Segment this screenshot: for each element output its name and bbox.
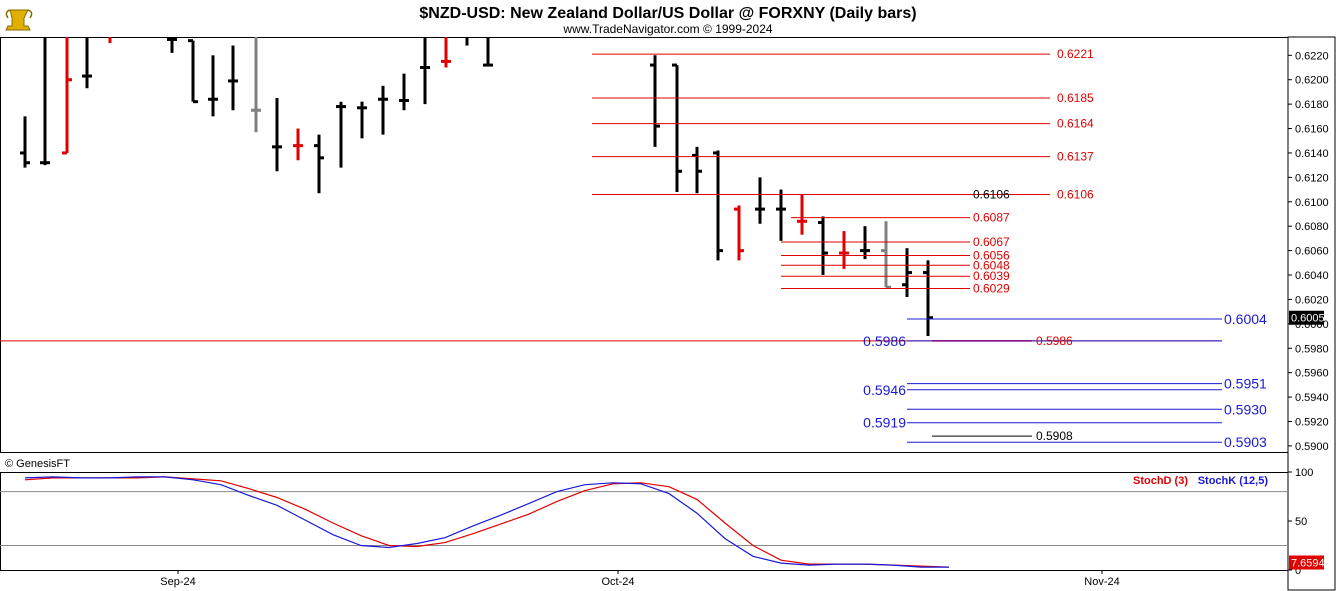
y-tick-label: 0.6200 — [1295, 75, 1329, 87]
ohlc-bar — [465, 37, 469, 46]
stoch-last-label: 7.6594 — [1291, 557, 1325, 569]
stochastic-panel: StochD (3) StochK (12,5) 7.6594 — [0, 475, 1325, 570]
stoch-last-box — [1289, 555, 1324, 570]
chart-frame: 0.6220 0.6200 0.6180 0.6160 0.6140 0.6120 0.61… — [0, 36, 1336, 591]
red-level-label: 0.6087 — [973, 211, 1010, 225]
ohlc-bar — [167, 37, 177, 53]
blue-level-label: 0.6004 — [1224, 311, 1267, 327]
x-tick-label: Sep-24 — [160, 576, 195, 588]
ohlc-bar — [314, 134, 324, 194]
blue-level-label: 0.5919 — [863, 415, 906, 431]
y-tick-label: 0.6140 — [1295, 148, 1329, 160]
ohlc-bar — [293, 128, 303, 161]
blue-level-label: 0.5951 — [1224, 376, 1267, 392]
ohlc-bar — [923, 260, 933, 337]
ohlc-bar — [797, 194, 807, 235]
ohlc-bars — [20, 19, 933, 337]
y-tick-label: 0.6180 — [1295, 99, 1329, 111]
y-tick-label: 0.5940 — [1295, 392, 1329, 404]
y-tick-label: 0.5920 — [1295, 416, 1329, 428]
ohlc-bar — [399, 73, 409, 111]
ohlc-bar — [692, 146, 702, 194]
y-tick-label: 0.6020 — [1295, 294, 1329, 306]
trophy-logo-icon — [5, 9, 33, 31]
y-tick-label: 0.6160 — [1295, 124, 1329, 136]
blue-level-label: 0.5946 — [863, 382, 906, 398]
small-level-label: 0.5908 — [1036, 429, 1073, 443]
ohlc-bar — [20, 116, 30, 168]
stoch-y-tick-label: 0 — [1295, 565, 1301, 577]
ohlc-bar — [818, 216, 828, 276]
axis-border — [1287, 36, 1336, 591]
ohlc-bar — [251, 37, 261, 133]
ohlc-bar — [146, 19, 156, 31]
last-price-label: 0.6005 — [1291, 313, 1325, 325]
y-tick-label: 0.6100 — [1295, 197, 1329, 209]
blue-level-label: 0.5986 — [863, 333, 906, 349]
stochD-line — [24, 476, 950, 568]
price-panel: 0.6221 0.6185 0.6164 0.6137 0.6106 0.6087 0.60… — [0, 19, 1325, 450]
ohlc-bar — [650, 55, 660, 147]
copyright-text: © GenesisFT — [5, 458, 70, 470]
black-level-label: 0.6106 — [973, 187, 1010, 201]
ohlc-bar — [776, 189, 786, 241]
stochD-legend: StochD (3) — [1133, 475, 1188, 487]
ohlc-bar — [860, 226, 870, 260]
y-tick-label: 0.6220 — [1295, 50, 1329, 62]
red-level-label: 0.6185 — [1057, 91, 1094, 105]
small-level-label: 0.5986 — [1036, 334, 1073, 348]
red-level-label: 0.6164 — [1057, 117, 1094, 131]
red-level-label: 0.6221 — [1057, 47, 1094, 61]
ohlc-bar — [378, 85, 388, 135]
source-text: www.TradeNavigator.com © 1999-2024 — [562, 22, 772, 36]
red-level-label: 0.6048 — [973, 258, 1010, 272]
y-tick-label: 0.5900 — [1295, 441, 1329, 453]
ohlc-bar — [82, 37, 92, 89]
ohlc-bar — [357, 101, 367, 139]
ohlc-bar — [672, 63, 682, 193]
ohlc-bar — [420, 37, 430, 105]
red-level-label: 0.6056 — [973, 248, 1010, 262]
stoch-y-tick-label: 50 — [1295, 516, 1307, 528]
ohlc-bar — [839, 231, 849, 269]
stochK-legend: StochK (12,5) — [1198, 475, 1269, 487]
ohlc-bar — [228, 45, 238, 111]
ohlc-bar — [336, 101, 346, 168]
ohlc-bar — [108, 37, 112, 44]
ohlc-bar — [755, 177, 765, 224]
y-tick-label: 0.6080 — [1295, 221, 1329, 233]
stoch-y-tick-label: 100 — [1295, 467, 1313, 479]
y-tick-label: 0.5960 — [1295, 368, 1329, 380]
y-tick-label: 0.6120 — [1295, 172, 1329, 184]
ohlc-bar — [713, 150, 723, 261]
y-tick-label: 0.6060 — [1295, 246, 1329, 258]
stochK-line — [24, 476, 949, 568]
ohlc-bar — [483, 37, 493, 67]
stoch-panel-border — [0, 472, 1289, 571]
red-level-label: 0.6039 — [973, 269, 1010, 283]
last-price-box — [1289, 310, 1324, 325]
red-level-label: 0.6106 — [1057, 187, 1094, 201]
ohlc-bar — [734, 205, 744, 261]
red-level-label: 0.6067 — [973, 235, 1010, 249]
ohlc-bar — [272, 98, 282, 172]
blue-level-label: 0.5903 — [1224, 434, 1267, 450]
ohlc-bar — [62, 37, 72, 155]
ohlc-bar — [208, 55, 218, 117]
ohlc-bar — [188, 39, 198, 104]
red-level-label: 0.6029 — [973, 281, 1010, 295]
x-tick-label: Nov-24 — [1084, 576, 1119, 588]
y-tick-label: 0.5980 — [1295, 343, 1329, 355]
y-tick-label: 0.6040 — [1295, 270, 1329, 282]
ohlc-bar — [881, 221, 891, 289]
ohlc-bar — [40, 37, 50, 166]
chart-title: $NZD-USD: New Zealand Dollar/US Dollar @… — [419, 5, 916, 22]
ohlc-bar — [441, 37, 451, 68]
red-level-label: 0.6137 — [1057, 150, 1094, 164]
x-tick-label: Oct-24 — [601, 576, 634, 588]
blue-level-label: 0.5930 — [1224, 401, 1267, 417]
